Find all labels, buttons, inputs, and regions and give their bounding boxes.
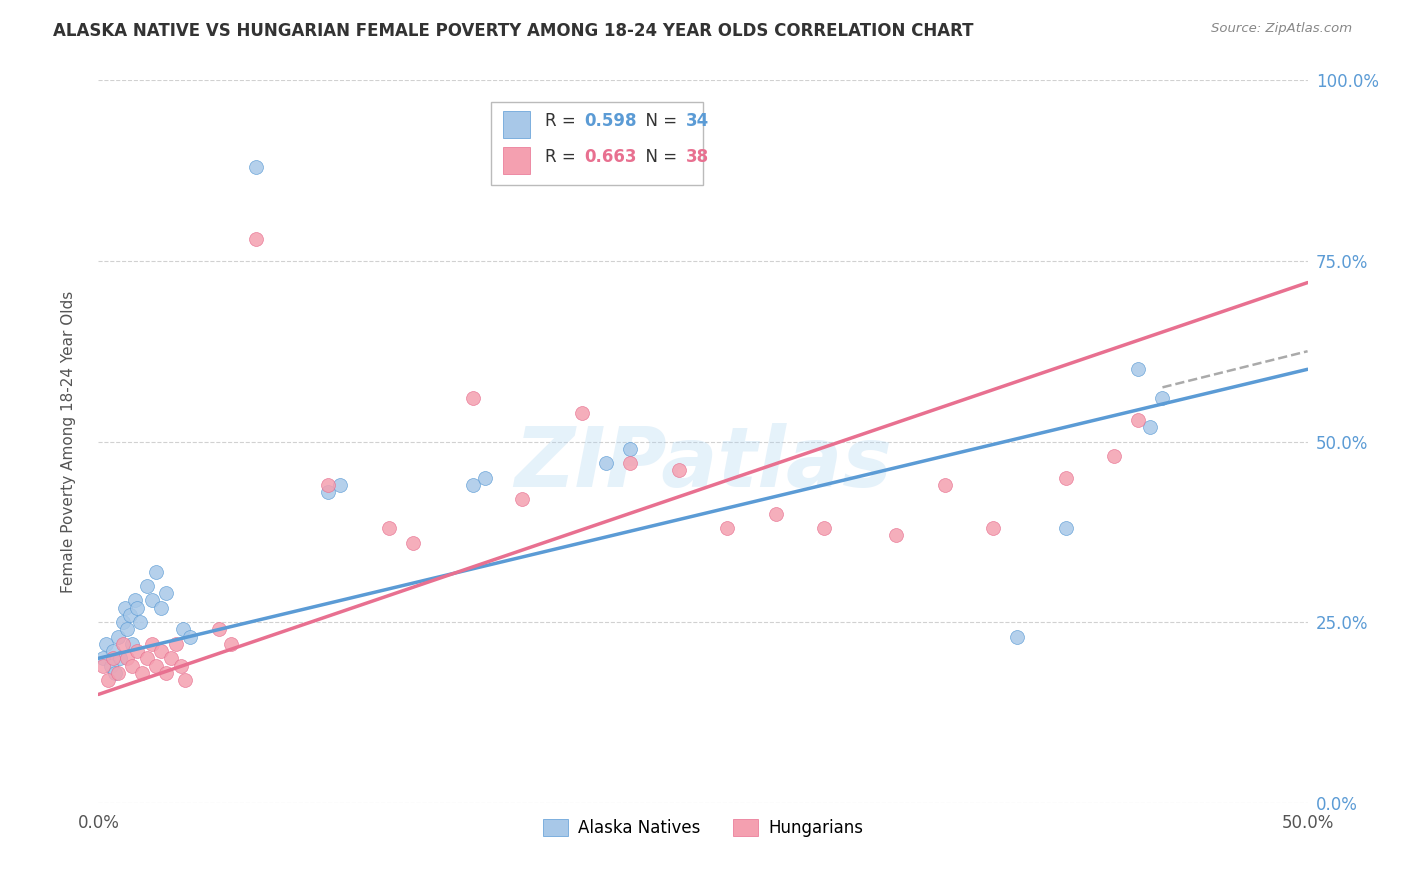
Point bbox=[114, 600, 136, 615]
Point bbox=[145, 565, 167, 579]
Point bbox=[668, 463, 690, 477]
Point bbox=[111, 637, 134, 651]
Text: N =: N = bbox=[636, 112, 683, 129]
Point bbox=[141, 593, 163, 607]
Point bbox=[94, 637, 117, 651]
Point bbox=[174, 673, 197, 687]
Point bbox=[131, 665, 153, 680]
Point bbox=[118, 607, 141, 622]
Legend: Alaska Natives, Hungarians: Alaska Natives, Hungarians bbox=[534, 810, 872, 845]
Point bbox=[135, 579, 157, 593]
Point bbox=[1102, 449, 1125, 463]
Point bbox=[108, 651, 131, 665]
Point bbox=[221, 637, 243, 651]
Point bbox=[127, 600, 149, 615]
Point bbox=[765, 507, 787, 521]
Point bbox=[619, 456, 641, 470]
Text: 0.663: 0.663 bbox=[585, 148, 637, 166]
Point bbox=[141, 637, 163, 651]
Point bbox=[111, 615, 134, 630]
Point bbox=[172, 623, 194, 637]
Point bbox=[1128, 413, 1150, 427]
Point bbox=[121, 658, 143, 673]
Point bbox=[934, 478, 956, 492]
Point bbox=[150, 644, 173, 658]
Point bbox=[377, 521, 399, 535]
Point bbox=[101, 644, 124, 658]
Point bbox=[91, 658, 114, 673]
Point bbox=[463, 391, 485, 405]
Point bbox=[169, 658, 191, 673]
Point bbox=[329, 478, 352, 492]
Point bbox=[510, 492, 533, 507]
Point bbox=[155, 665, 177, 680]
Point bbox=[145, 658, 167, 673]
Point bbox=[107, 665, 129, 680]
Bar bbox=[503, 147, 530, 174]
Point bbox=[316, 478, 339, 492]
Point bbox=[245, 160, 267, 174]
Text: 0.598: 0.598 bbox=[585, 112, 637, 129]
Text: N =: N = bbox=[636, 148, 683, 166]
Point bbox=[1054, 470, 1077, 484]
Point bbox=[121, 637, 143, 651]
Text: ALASKA NATIVE VS HUNGARIAN FEMALE POVERTY AMONG 18-24 YEAR OLDS CORRELATION CHAR: ALASKA NATIVE VS HUNGARIAN FEMALE POVERT… bbox=[53, 22, 974, 40]
Point bbox=[1139, 420, 1161, 434]
Point bbox=[155, 586, 177, 600]
Point bbox=[981, 521, 1004, 535]
Text: 34: 34 bbox=[686, 112, 709, 129]
Point bbox=[117, 623, 139, 637]
Point bbox=[107, 630, 129, 644]
Point bbox=[813, 521, 835, 535]
Point bbox=[97, 673, 120, 687]
Point bbox=[135, 651, 157, 665]
Point bbox=[595, 456, 617, 470]
Point bbox=[245, 232, 267, 246]
Point bbox=[402, 535, 425, 549]
Point bbox=[716, 521, 738, 535]
FancyBboxPatch shape bbox=[492, 102, 703, 185]
Point bbox=[474, 470, 496, 484]
Y-axis label: Female Poverty Among 18-24 Year Olds: Female Poverty Among 18-24 Year Olds bbox=[62, 291, 76, 592]
Point bbox=[117, 651, 139, 665]
Point bbox=[101, 651, 124, 665]
Point bbox=[128, 615, 150, 630]
Point bbox=[1007, 630, 1029, 644]
Bar bbox=[503, 111, 530, 138]
Point bbox=[316, 485, 339, 500]
Point bbox=[463, 478, 485, 492]
Point bbox=[100, 658, 122, 673]
Text: ZIPatlas: ZIPatlas bbox=[515, 423, 891, 504]
Text: Source: ZipAtlas.com: Source: ZipAtlas.com bbox=[1212, 22, 1353, 36]
Point bbox=[1054, 521, 1077, 535]
Text: R =: R = bbox=[544, 148, 581, 166]
Point bbox=[124, 593, 146, 607]
Point bbox=[127, 644, 149, 658]
Point bbox=[1128, 362, 1150, 376]
Text: R =: R = bbox=[544, 112, 581, 129]
Point bbox=[208, 623, 231, 637]
Text: 38: 38 bbox=[686, 148, 709, 166]
Point bbox=[91, 651, 114, 665]
Point bbox=[179, 630, 201, 644]
Point bbox=[1152, 391, 1174, 405]
Point bbox=[165, 637, 187, 651]
Point bbox=[571, 406, 593, 420]
Point bbox=[886, 528, 908, 542]
Point bbox=[104, 665, 127, 680]
Point bbox=[160, 651, 183, 665]
Point bbox=[619, 442, 641, 456]
Point bbox=[150, 600, 173, 615]
